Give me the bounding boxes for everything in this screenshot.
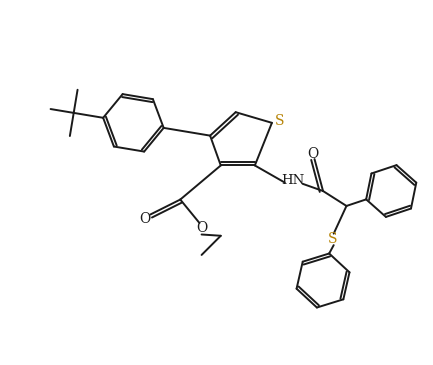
Text: S: S: [275, 114, 284, 128]
Text: HN: HN: [281, 174, 305, 187]
Text: S: S: [328, 232, 338, 246]
Text: O: O: [140, 212, 151, 226]
Text: O: O: [307, 146, 318, 161]
Text: O: O: [196, 221, 207, 235]
